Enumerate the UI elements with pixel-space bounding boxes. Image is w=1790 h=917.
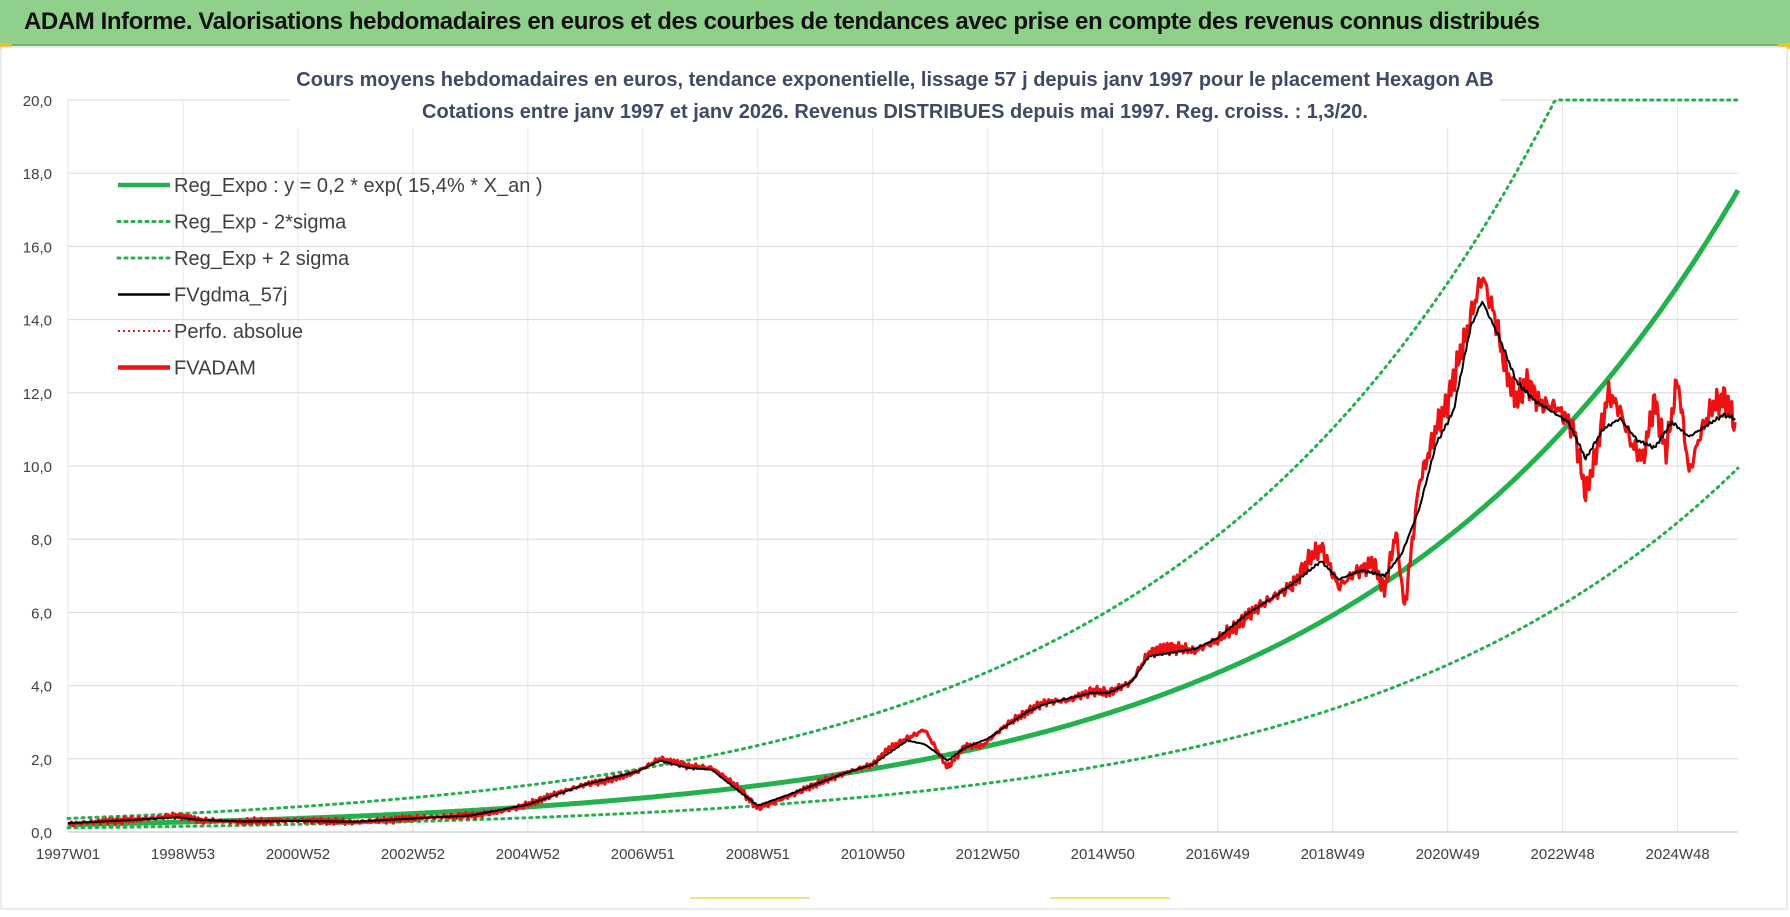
x-tick-label: 2004W52 [496,846,560,863]
y-tick-label: 20,0 [23,93,52,110]
legend-label: FVgdma_57j [174,285,287,307]
x-tick-label: 2012W50 [956,846,1020,863]
y-tick-label: 10,0 [23,459,52,476]
report-header: ADAM Informe. Valorisations hebdomadaire… [0,0,1790,46]
bottom-accent-1 [690,897,810,899]
x-tick-label: 2008W51 [726,846,790,863]
x-tick-label: 2018W49 [1301,846,1365,863]
legend-label: FVADAM [174,358,256,380]
x-tick-label: 2006W51 [611,846,675,863]
y-tick-label: 2,0 [31,752,52,769]
x-tick-label: 2024W48 [1646,846,1710,863]
x-tick-label: 2010W50 [841,846,905,863]
chart-legend: Reg_Expo : y = 0,2 * exp( 15,4% * X_an )… [116,175,543,380]
legend-label: Reg_Exp + 2 sigma [174,248,350,270]
series-reg-exp-plus-2-sigma [66,98,1740,820]
legend-fvadam: FVADAM [118,358,256,380]
line-chart: 0,0 2,0 4,0 6,0 8,0 10,0 12,0 14,0 16,0 18,0 20,0 1… [0,46,1788,910]
y-tick-label: 14,0 [23,313,52,330]
y-tick-label: 6,0 [31,605,52,622]
legend-label: Reg_Exp - 2*sigma [174,212,347,234]
legend-fvgdma: FVgdma_57j [118,285,287,307]
x-tick-label: 1997W01 [36,846,100,863]
chart-title-line2: Cotations entre janv 1997 et janv 2026. … [422,101,1368,123]
legend-perfo-absolue: Perfo. absolue [118,321,303,343]
corner-marker-right [1778,43,1790,49]
series-reg-exp-minus-2-sigma [66,466,1740,830]
x-tick-label: 2002W52 [381,846,445,863]
y-tick-label: 4,0 [31,679,52,696]
legend-reg-exp-plus: Reg_Exp + 2 sigma [116,248,350,270]
legend-reg-exp-minus: Reg_Exp - 2*sigma [116,212,347,234]
legend-reg-expo: Reg_Expo : y = 0,2 * exp( 15,4% * X_an ) [118,175,543,197]
x-tick-label: 2016W49 [1186,846,1250,863]
series-fvgdma-57j [68,300,1736,825]
corner-marker-left [0,43,12,49]
x-tick-label: 1998W53 [151,846,215,863]
x-tick-label: 2000W52 [266,846,330,863]
legend-label: Reg_Expo : y = 0,2 * exp( 15,4% * X_an ) [174,175,543,197]
bottom-accent-2 [1050,897,1170,899]
x-tick-label: 2020W49 [1416,846,1480,863]
y-tick-label: 12,0 [23,386,52,403]
y-tick-label: 8,0 [31,532,52,549]
y-tick-label: 16,0 [23,239,52,256]
axes: 0,0 2,0 4,0 6,0 8,0 10,0 12,0 14,0 16,0 18,0 20,0 1… [23,93,1738,863]
chart-title-background [290,56,1500,128]
header-title: ADAM Informe. Valorisations hebdomadaire… [24,8,1540,35]
series-group [66,98,1741,830]
y-tick-label: 0,0 [31,825,52,842]
series-reg-expo [67,188,1741,828]
chart-area: 0,0 2,0 4,0 6,0 8,0 10,0 12,0 14,0 16,0 18,0 20,0 1… [0,46,1790,912]
y-tick-label: 18,0 [23,166,52,183]
chart-title-line1: Cours moyens hebdomadaires en euros, ten… [296,69,1493,91]
legend-label: Perfo. absolue [174,321,303,343]
x-tick-label: 2022W48 [1531,846,1595,863]
x-tick-label: 2014W50 [1071,846,1135,863]
